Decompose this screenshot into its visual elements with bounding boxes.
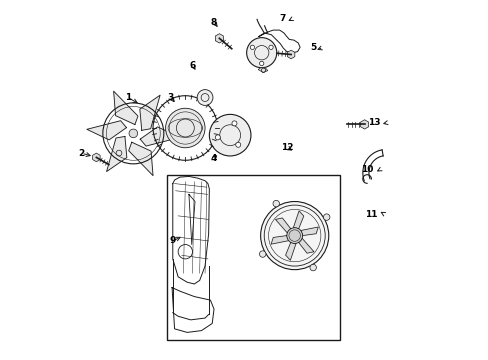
Circle shape — [259, 61, 264, 66]
Circle shape — [246, 38, 276, 68]
Text: 12: 12 — [281, 143, 293, 152]
Circle shape — [268, 45, 273, 49]
Circle shape — [250, 45, 254, 49]
Polygon shape — [128, 142, 153, 176]
Circle shape — [231, 121, 237, 126]
Circle shape — [235, 142, 240, 147]
Polygon shape — [140, 95, 160, 130]
Circle shape — [309, 264, 316, 271]
Text: 3: 3 — [167, 93, 174, 102]
Polygon shape — [285, 242, 295, 260]
Text: 9: 9 — [169, 237, 176, 246]
Circle shape — [286, 228, 302, 243]
Polygon shape — [93, 153, 100, 162]
Circle shape — [129, 129, 137, 138]
Polygon shape — [87, 121, 126, 140]
Text: 5: 5 — [309, 43, 316, 52]
Circle shape — [197, 90, 212, 105]
Text: 7: 7 — [279, 14, 285, 23]
Polygon shape — [293, 211, 303, 229]
Bar — [167, 175, 339, 339]
Polygon shape — [258, 68, 267, 72]
Circle shape — [323, 214, 329, 220]
Text: 2: 2 — [78, 149, 84, 158]
Polygon shape — [275, 218, 290, 233]
Text: 1: 1 — [124, 93, 131, 102]
Circle shape — [259, 251, 265, 257]
Text: 10: 10 — [361, 165, 373, 174]
Circle shape — [215, 135, 220, 140]
Text: 8: 8 — [210, 18, 217, 27]
Polygon shape — [215, 34, 223, 43]
Circle shape — [209, 114, 250, 156]
Text: 6: 6 — [189, 61, 195, 70]
Polygon shape — [360, 120, 368, 129]
Polygon shape — [113, 91, 138, 125]
Text: 11: 11 — [364, 210, 376, 219]
Polygon shape — [287, 50, 294, 59]
Polygon shape — [270, 235, 288, 244]
Circle shape — [272, 201, 279, 207]
Polygon shape — [300, 227, 318, 235]
Text: 13: 13 — [367, 118, 380, 127]
Text: 4: 4 — [210, 154, 217, 163]
Polygon shape — [140, 127, 180, 146]
Circle shape — [165, 108, 204, 148]
Polygon shape — [106, 136, 126, 172]
Polygon shape — [298, 238, 313, 253]
Circle shape — [260, 202, 328, 270]
